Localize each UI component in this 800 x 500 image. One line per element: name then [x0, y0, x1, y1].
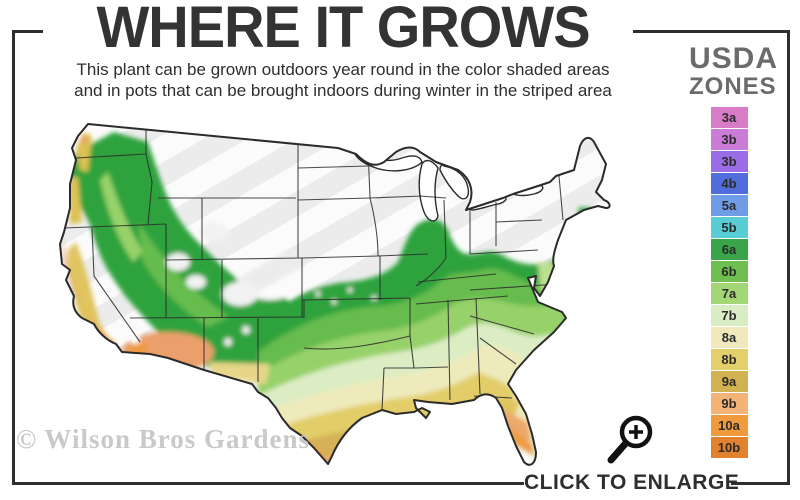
zone-swatch-3a: 3a	[710, 107, 748, 128]
subtitle-line-1: This plant can be grown outdoors year ro…	[76, 60, 610, 79]
zone-swatch-8a: 8a	[710, 327, 748, 348]
usda-zones-legend: USDA ZONES 3a 3b 3b 4b 5a 5b 6a 6b 7a 7b 8a 8b 9a 9b 1…	[689, 42, 779, 459]
page-title: WHERE IT GROWS	[96, 0, 590, 60]
zone-swatch-7b: 7b	[710, 305, 748, 326]
zone-swatch-6b: 6b	[710, 261, 748, 282]
zone-swatch-3b: 3b	[710, 129, 748, 150]
zone-swatch-5a: 5a	[710, 195, 748, 216]
zone-swatch-5b: 5b	[710, 217, 748, 238]
frame-border	[12, 482, 524, 485]
zone-swatch-9a: 9a	[710, 371, 748, 392]
frame-border	[787, 30, 790, 485]
us-hardiness-map-graphic	[59, 123, 611, 466]
magnifier-plus-icon[interactable]	[600, 410, 658, 468]
zone-swatch-8b: 8b	[710, 349, 748, 370]
zone-swatch-list: 3a 3b 3b 4b 5a 5b 6a 6b 7a 7b 8a 8b 9a 9b 10a 10b	[689, 107, 769, 458]
frame-border	[633, 30, 790, 33]
frame-border	[12, 30, 43, 33]
frame-border	[12, 30, 15, 485]
zone-swatch-3b: 3b	[710, 151, 748, 172]
subtitle: This plant can be grown outdoors year ro…	[33, 59, 653, 101]
zone-swatch-10b: 10b	[710, 437, 748, 458]
zone-swatch-6a: 6a	[710, 239, 748, 260]
zone-swatch-10a: 10a	[710, 415, 748, 436]
frame-border	[731, 482, 790, 485]
legend-title: USDA	[689, 42, 779, 75]
zone-swatch-9b: 9b	[710, 393, 748, 414]
zone-swatch-7a: 7a	[710, 283, 748, 304]
legend-title: ZONES	[689, 73, 777, 100]
zone-swatch-4b: 4b	[710, 173, 748, 194]
click-to-enlarge-label[interactable]: CLICK TO ENLARGE	[524, 471, 740, 494]
usda-zone-map[interactable]	[18, 112, 668, 474]
watermark: © Wilson Bros Gardens	[16, 424, 310, 454]
subtitle-line-2: and in pots that can be brought indoors …	[74, 81, 612, 100]
